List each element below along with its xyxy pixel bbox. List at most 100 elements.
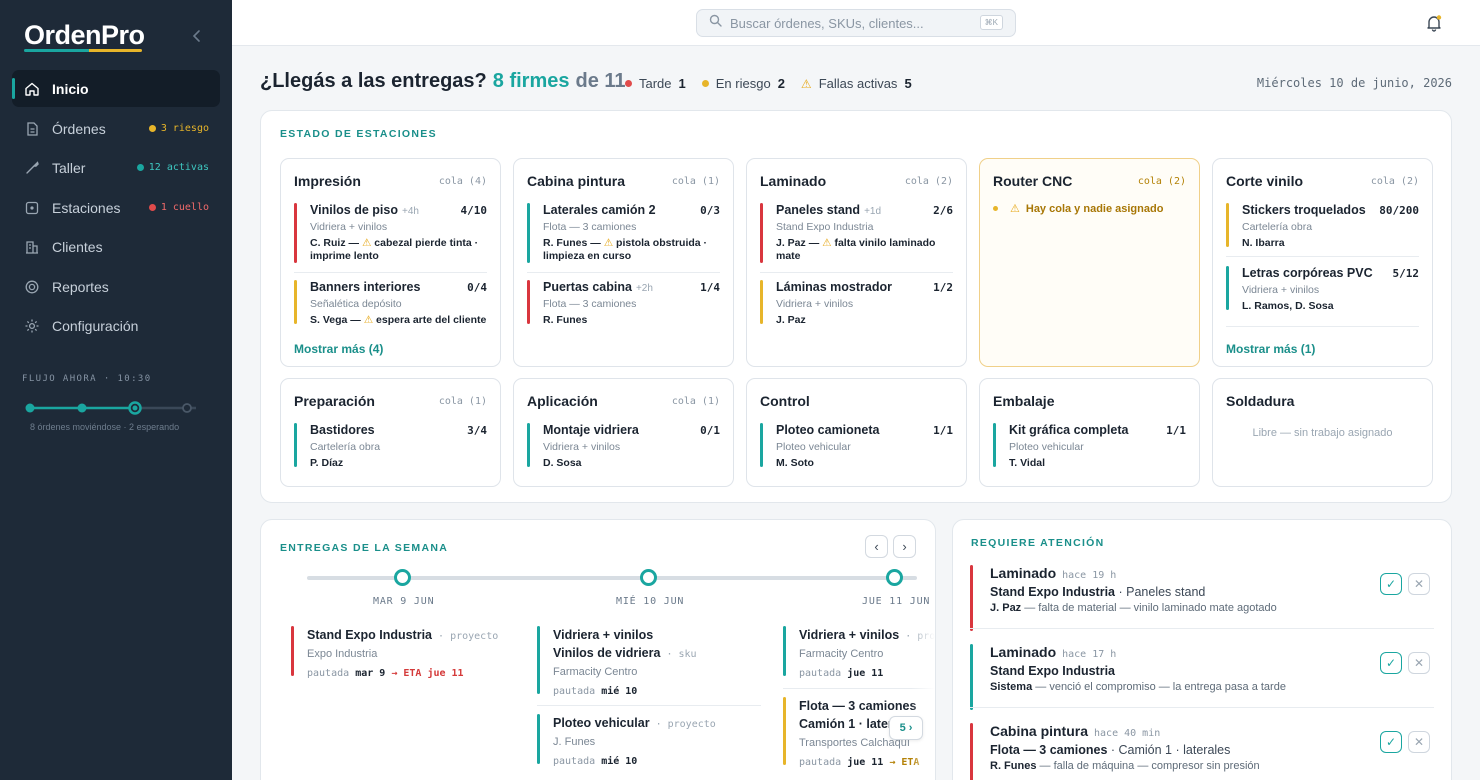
sidebar-item-taller[interactable]: Taller 12 activas [12, 149, 220, 186]
station-card-embalaje[interactable]: Embalaje Kit gráfica completa 1/1 Ploteo… [979, 378, 1200, 487]
dismiss-button[interactable]: ✕ [1408, 652, 1430, 674]
warning-icon: ⚠ [1010, 203, 1020, 215]
approve-button[interactable]: ✓ [1380, 652, 1402, 674]
badge-text: 1 cuello [160, 202, 209, 213]
delivery-item[interactable]: Vidriera + vinilos Vinilos de vidriera ·… [537, 626, 761, 697]
job-count: 1/1 [1166, 424, 1186, 437]
job-item[interactable]: Paneles stand +1d 2/6 Stand Expo Industri… [760, 203, 953, 263]
search-input[interactable] [730, 15, 970, 31]
station-card-laminado[interactable]: Laminado cola (2) Paneles stand +1d 2/6 S… [746, 158, 967, 367]
delivery-item[interactable]: Flota — 3 camiones Camión 1 · laterales … [783, 697, 935, 768]
station-card-aplicacion[interactable]: Aplicación cola (1) Montaje vidriera 0/1… [513, 378, 734, 487]
job-item[interactable]: Puertas cabina +2h 1/4 Flota — 3 camiones… [527, 280, 720, 326]
attention-item[interactable]: Cabina pintura hace 40 min Flota — 3 cami… [970, 723, 1434, 780]
sidebar-item-label: Órdenes [52, 120, 106, 137]
job-item[interactable]: Letras corpóreas PVC 5/12 Vidriera + vin… [1226, 266, 1419, 312]
app-logo[interactable]: OrdenPro [24, 20, 145, 50]
station-free-text: Libre — sin trabajo asignado [1252, 427, 1393, 439]
station-queue: cola (1) [671, 396, 720, 407]
prev-week-button[interactable]: ‹ [865, 535, 888, 558]
day-node[interactable] [640, 569, 657, 586]
job-order: Vidriera + vinilos [1242, 284, 1320, 296]
collapse-sidebar-icon[interactable] [190, 28, 206, 46]
job-worker: S. Vega — ⚠ espera arte del cliente [310, 314, 487, 326]
job-item[interactable]: Laterales camión 2 0/3 Flota — 3 camione… [527, 203, 720, 263]
sidebar: OrdenPro Inicio Órdenes 3 riesgo Taller … [0, 0, 232, 780]
attention-item[interactable]: Laminado hace 19 h Stand Expo Industria ·… [970, 565, 1434, 635]
job-count: 2/6 [933, 204, 953, 217]
station-queue: cola (1) [671, 176, 720, 187]
job-item[interactable]: Kit gráfica completa 1/1 Ploteo vehicula… [993, 423, 1186, 469]
station-card-corte-vinilo[interactable]: Corte vinilo cola (2) Stickers troquelad… [1212, 158, 1433, 367]
day-node[interactable] [394, 569, 411, 586]
notifications-bell-icon[interactable] [1424, 13, 1444, 33]
dismiss-button[interactable]: ✕ [1408, 573, 1430, 595]
delivery-title: Stand Expo Industria · proyecto [307, 628, 499, 642]
job-item[interactable]: Montaje vidriera 0/1 Vidriera + vinilos … [527, 423, 720, 469]
shortcut-hint: ⌘K [979, 15, 1003, 30]
delivery-item[interactable]: Stand Expo Industria · proyecto Expo Ind… [291, 626, 521, 679]
station-name: Router CNC [993, 173, 1073, 189]
show-more-link[interactable]: Mostrar más (1) [1226, 342, 1316, 356]
flow-caption: 8 órdenes moviéndose · 2 esperando [30, 422, 180, 432]
flow-progress [25, 401, 200, 415]
sidebar-item-ordenes[interactable]: Órdenes 3 riesgo [12, 110, 220, 147]
legend-label: En riesgo [715, 76, 771, 91]
job-worker: T. Vidal [1009, 457, 1045, 469]
station-card-cabina-pintura[interactable]: Cabina pintura cola (1) Laterales camión… [513, 158, 734, 367]
legend-at-risk[interactable]: En riesgo 2 [701, 76, 785, 91]
job-title: Banners interiores [310, 280, 421, 294]
show-more-link[interactable]: Mostrar más (4) [294, 342, 384, 356]
sidebar-item-reportes[interactable]: Reportes [12, 268, 220, 305]
sidebar-item-label: Configuración [52, 317, 139, 334]
station-card-preparacion[interactable]: Preparación cola (1) Bastidores 3/4 Cart… [280, 378, 501, 487]
job-item[interactable]: Ploteo camioneta 1/1 Ploteo vehicular M.… [760, 423, 953, 469]
sidebar-item-inicio[interactable]: Inicio [12, 70, 220, 107]
job-item[interactable]: Vinilos de piso +4h 4/10 Vidriera + vinil… [294, 203, 487, 263]
job-item[interactable]: Bastidores 3/4 Cartelería obra P. Díaz [294, 423, 487, 469]
delivery-schedule: pautada mar 9 → ETA jue 11 [307, 668, 464, 679]
dismiss-button[interactable]: ✕ [1408, 731, 1430, 753]
sidebar-item-configuracion[interactable]: Configuración [12, 307, 220, 344]
search-box[interactable]: ⌘K [696, 9, 1016, 37]
next-week-button[interactable]: › [893, 535, 916, 558]
legend-late[interactable]: Tarde 1 [625, 76, 686, 91]
document-icon [24, 121, 40, 137]
approve-button[interactable]: ✓ [1380, 731, 1402, 753]
day-node[interactable] [886, 569, 903, 586]
sidebar-item-estaciones[interactable]: Estaciones 1 cuello [12, 189, 220, 226]
delivery-item[interactable]: Ploteo vehicular · proyecto J. Funes pau… [537, 714, 761, 767]
flow-title: FLUJO AHORA · 10:30 [22, 374, 152, 384]
attention-item[interactable]: Laminado hace 17 h Stand Expo Industria S… [970, 644, 1434, 714]
job-worker: L. Ramos, D. Sosa [1242, 300, 1334, 312]
delivery-subtitle: Vinilos de vidriera · sku [553, 646, 697, 660]
station-card-soldadura[interactable]: Soldadura Libre — sin trabajo asignado [1212, 378, 1433, 487]
station-name: Aplicación [527, 393, 598, 409]
station-card-router-cnc[interactable]: Router CNC cola (2) ⚠ Hay cola y nadie a… [979, 158, 1200, 367]
station-card-impresion[interactable]: Impresión cola (4) Vinilos de piso +4h 4/… [280, 158, 501, 367]
status-bar [760, 280, 763, 324]
station-name: Impresión [294, 173, 361, 189]
status-bar [970, 565, 973, 631]
delivery-title: Ploteo vehicular · proyecto [553, 716, 716, 730]
status-bar [1226, 203, 1229, 247]
job-item[interactable]: Láminas mostrador 1/2 Vidriera + vinilos… [760, 280, 953, 326]
late-dot [625, 80, 632, 87]
badge-text: 3 riesgo [160, 123, 209, 134]
status-bar [970, 723, 973, 780]
job-worker: N. Ibarra [1242, 237, 1285, 249]
status-badge: 3 riesgo [148, 123, 209, 134]
divider [294, 272, 487, 273]
sidebar-item-clientes[interactable]: Clientes [12, 228, 220, 265]
more-deliveries-button[interactable]: 5 › [889, 716, 923, 740]
delivery-client: Farmacity Centro [553, 666, 638, 678]
approve-button[interactable]: ✓ [1380, 573, 1402, 595]
job-item[interactable]: Banners interiores 0/4 Señalética depósi… [294, 280, 487, 326]
delivery-title: Vidriera + vinilos [553, 628, 654, 642]
job-item[interactable]: Stickers troquelados 80/200 Cartelería o… [1226, 203, 1419, 249]
legend-failures[interactable]: ⚠ Fallas activas 5 [801, 76, 912, 91]
attention-reason: R. Funes — falla de máquina — compresor … [990, 760, 1260, 772]
job-title: Stickers troquelados [1242, 203, 1366, 217]
job-worker: P. Díaz [310, 457, 344, 469]
station-card-control[interactable]: Control Ploteo camioneta 1/1 Ploteo vehi… [746, 378, 967, 487]
